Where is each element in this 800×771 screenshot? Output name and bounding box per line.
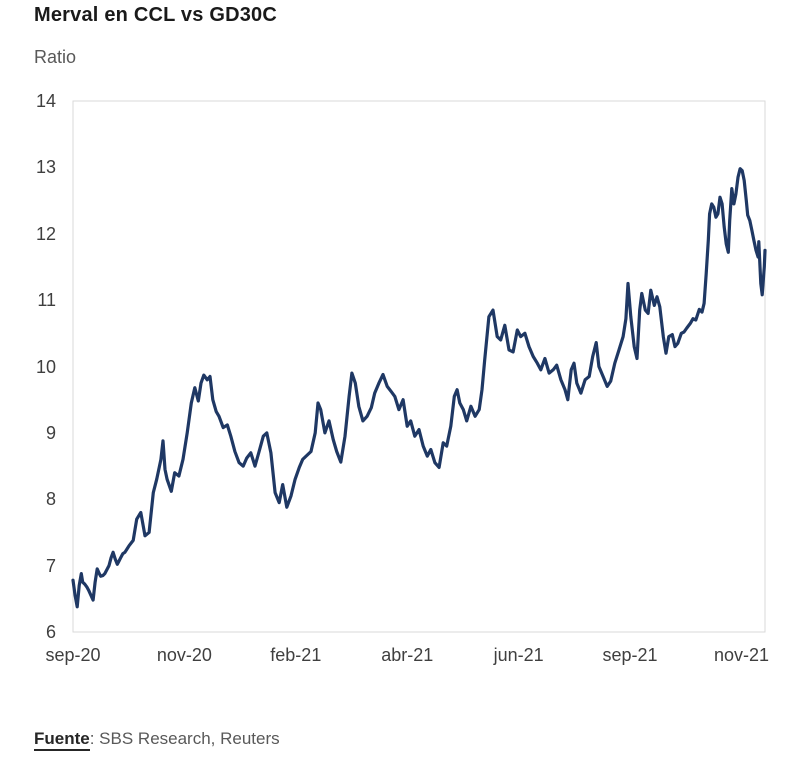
y-tick-label: 10	[35, 356, 56, 377]
y-tick-label: 6	[45, 622, 56, 642]
x-tick-label: sep-20	[45, 645, 101, 665]
y-tick-label: 7	[45, 555, 56, 576]
plot-area	[71, 100, 767, 633]
y-tick-label: 9	[45, 422, 56, 443]
ratio-line	[71, 167, 767, 609]
y-tick-label: 11	[37, 290, 56, 311]
x-tick-label: jun-21	[493, 645, 544, 665]
x-tick-label: abr-21	[381, 645, 434, 665]
source-label: Fuente	[34, 729, 90, 751]
chart-title: Merval en CCL vs GD30C	[34, 4, 278, 26]
y-tick-label: 13	[35, 157, 56, 178]
source-note: Fuente: SBS Research, Reuters	[34, 729, 280, 751]
x-tick-label: sep-21	[602, 645, 658, 665]
plot-border	[72, 100, 766, 633]
x-tick-label: nov-21	[713, 645, 769, 665]
y-tick-label: 8	[45, 489, 56, 510]
source-text: : SBS Research, Reuters	[89, 729, 280, 748]
y-tick-label: 14	[35, 91, 56, 111]
y-tick-label: 12	[35, 223, 56, 244]
x-tick-label: feb-21	[270, 645, 322, 665]
y-axis-unit-label: Ratio	[34, 47, 77, 67]
x-tick-label: nov-20	[156, 645, 212, 665]
